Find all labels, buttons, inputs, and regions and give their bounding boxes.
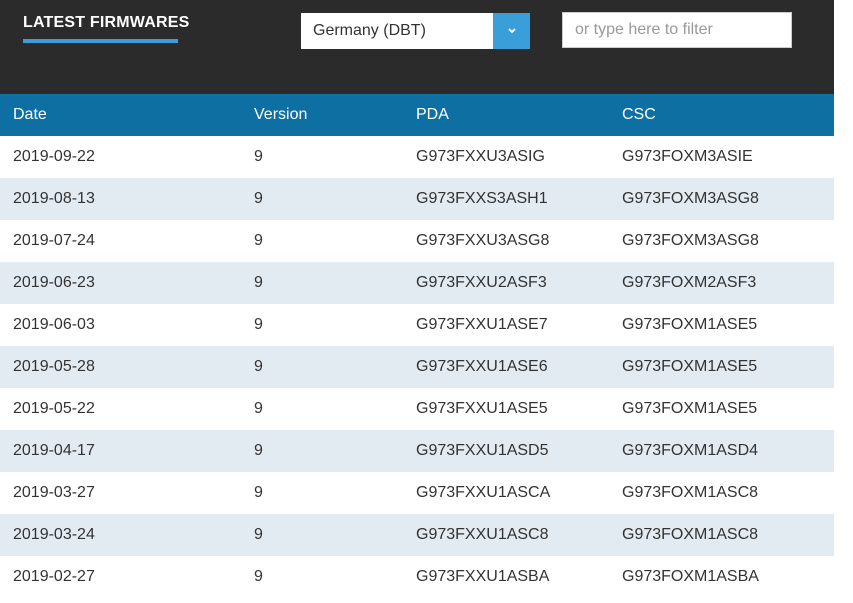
table-header: Date Version PDA CSC [0, 94, 834, 136]
section-title: LATEST FIRMWARES [23, 14, 190, 31]
cell-pda: G973FXXU3ASIG [416, 148, 545, 165]
column-header-csc[interactable]: CSC [622, 106, 656, 123]
cell-csc: G973FOXM1ASE5 [622, 316, 758, 333]
column-header-pda[interactable]: PDA [416, 106, 449, 123]
cell-pda: G973FXXU3ASG8 [416, 232, 550, 249]
cell-version: 9 [254, 526, 263, 543]
column-header-date[interactable]: Date [13, 106, 47, 123]
title-underline [23, 39, 178, 43]
table-row[interactable]: 2019-09-22 9 G973FXXU3ASIG G973FOXM3ASIE [0, 136, 834, 178]
cell-pda: G973FXXU1ASE5 [416, 400, 548, 417]
cell-date: 2019-08-13 [13, 190, 95, 207]
table-row[interactable]: 2019-05-28 9 G973FXXU1ASE6 G973FOXM1ASE5 [0, 346, 834, 388]
cell-version: 9 [254, 232, 263, 249]
cell-csc: G973FOXM1ASD4 [622, 442, 759, 459]
cell-date: 2019-04-17 [13, 442, 95, 459]
cell-csc: G973FOXM1ASE5 [622, 358, 758, 375]
cell-pda: G973FXXU1ASE6 [416, 358, 548, 375]
cell-pda: G973FXXU2ASF3 [416, 274, 547, 291]
cell-date: 2019-03-27 [13, 484, 95, 501]
table-row[interactable]: 2019-04-17 9 G973FXXU1ASD5 G973FOXM1ASD4 [0, 430, 834, 472]
table-row[interactable]: 2019-02-27 9 G973FXXU1ASBA G973FOXM1ASBA [0, 556, 834, 598]
cell-date: 2019-06-23 [13, 274, 95, 291]
firmware-table: Date Version PDA CSC 2019-09-22 9 G973FX… [0, 94, 834, 598]
cell-date: 2019-02-27 [13, 568, 95, 585]
cell-csc: G973FOXM1ASBA [622, 568, 759, 585]
table-row[interactable]: 2019-03-24 9 G973FXXU1ASC8 G973FOXM1ASC8 [0, 514, 834, 556]
table-row[interactable]: 2019-03-27 9 G973FXXU1ASCA G973FOXM1ASC8 [0, 472, 834, 514]
table-row[interactable]: 2019-06-03 9 G973FXXU1ASE7 G973FOXM1ASE5 [0, 304, 834, 346]
cell-pda: G973FXXU1ASD5 [416, 442, 549, 459]
cell-csc: G973FOXM1ASE5 [622, 400, 758, 417]
cell-csc: G973FOXM2ASF3 [622, 274, 757, 291]
cell-date: 2019-07-24 [13, 232, 95, 249]
cell-pda: G973FXXU1ASE7 [416, 316, 548, 333]
cell-version: 9 [254, 190, 263, 207]
cell-version: 9 [254, 400, 263, 417]
region-select[interactable]: Germany (DBT) [301, 13, 530, 49]
cell-date: 2019-05-22 [13, 400, 95, 417]
cell-csc: G973FOXM3ASIE [622, 148, 753, 165]
table-body: 2019-09-22 9 G973FXXU3ASIG G973FOXM3ASIE… [0, 136, 834, 598]
cell-version: 9 [254, 484, 263, 501]
cell-version: 9 [254, 358, 263, 375]
column-header-version[interactable]: Version [254, 106, 308, 123]
cell-version: 9 [254, 274, 263, 291]
cell-csc: G973FOXM3ASG8 [622, 190, 759, 207]
table-row[interactable]: 2019-07-24 9 G973FXXU3ASG8 G973FOXM3ASG8 [0, 220, 834, 262]
cell-pda: G973FXXU1ASBA [416, 568, 550, 585]
chevron-down-icon [507, 28, 516, 34]
cell-pda: G973FXXU1ASC8 [416, 526, 549, 543]
cell-date: 2019-09-22 [13, 148, 95, 165]
table-row[interactable]: 2019-08-13 9 G973FXXS3ASH1 G973FOXM3ASG8 [0, 178, 834, 220]
cell-date: 2019-05-28 [13, 358, 95, 375]
cell-csc: G973FOXM1ASC8 [622, 526, 759, 543]
region-select-toggle[interactable] [493, 13, 530, 49]
cell-date: 2019-06-03 [13, 316, 95, 333]
table-row[interactable]: 2019-05-22 9 G973FXXU1ASE5 G973FOXM1ASE5 [0, 388, 834, 430]
cell-pda: G973FXXS3ASH1 [416, 190, 548, 207]
cell-version: 9 [254, 316, 263, 333]
filter-input[interactable] [562, 12, 792, 48]
cell-version: 9 [254, 148, 263, 165]
table-row[interactable]: 2019-06-23 9 G973FXXU2ASF3 G973FOXM2ASF3 [0, 262, 834, 304]
cell-date: 2019-03-24 [13, 526, 95, 543]
cell-version: 9 [254, 442, 263, 459]
cell-csc: G973FOXM3ASG8 [622, 232, 759, 249]
cell-csc: G973FOXM1ASC8 [622, 484, 759, 501]
region-select-value: Germany (DBT) [313, 22, 426, 39]
top-bar: LATEST FIRMWARES Germany (DBT) [0, 0, 834, 94]
cell-pda: G973FXXU1ASCA [416, 484, 551, 501]
cell-version: 9 [254, 568, 263, 585]
